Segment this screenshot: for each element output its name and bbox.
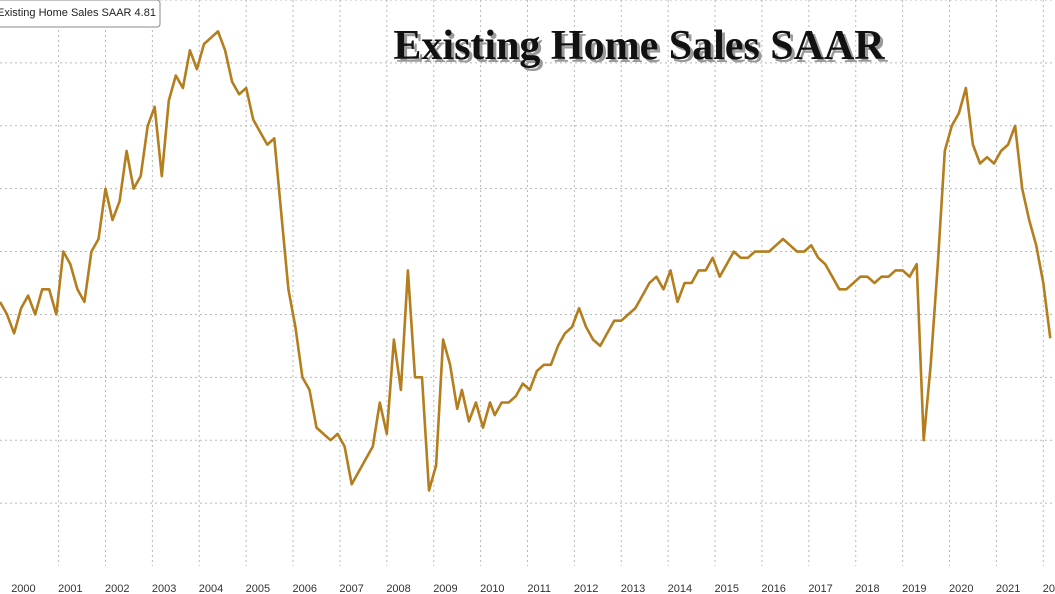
x-tick-label-2003: 2003: [152, 583, 176, 594]
x-tick-label-2000: 2000: [11, 583, 35, 594]
chart-title: Existing Home Sales SAAR: [393, 23, 885, 69]
x-tick-label-2004: 2004: [199, 583, 223, 594]
x-tick-label-2012: 2012: [574, 583, 598, 594]
x-tick-label-2015: 2015: [715, 583, 739, 594]
legend-box: [0, 0, 161, 28]
x-tick-label-2009: 2009: [433, 583, 457, 594]
x-tick-label-2010: 2010: [480, 583, 504, 594]
x-tick-label-2014: 2014: [668, 583, 692, 594]
x-tick-label-2018: 2018: [855, 583, 879, 594]
x-tick-label-2022: 2022: [1043, 583, 1055, 594]
x-tick-label-2020: 2020: [949, 583, 973, 594]
plot-area: [0, 30, 1052, 492]
x-tick-label-2013: 2013: [621, 583, 645, 594]
x-tick-label-2008: 2008: [386, 583, 410, 594]
x-tick-label-2005: 2005: [246, 583, 270, 594]
x-axis: 2000 2001 2002 2003 2004 2005 2006 2007 2008 2009…: [11, 583, 1055, 594]
legend: Existing Home Sales SAAR 4.81: [0, 0, 161, 28]
chart-title-shadow: Existing Home Sales SAAR: [396, 26, 888, 72]
legend-label: Existing Home Sales SAAR 4.81: [0, 7, 156, 19]
x-tick-label-2001: 2001: [58, 583, 82, 594]
x-tick-label-2007: 2007: [339, 583, 363, 594]
x-tick-label-2002: 2002: [105, 583, 129, 594]
x-tick-label-2017: 2017: [808, 583, 832, 594]
x-tick-label-2006: 2006: [293, 583, 317, 594]
chart-grid: [0, 0, 1055, 566]
x-tick-label-2016: 2016: [761, 583, 785, 594]
x-tick-label-2019: 2019: [902, 583, 926, 594]
x-tick-label-2011: 2011: [527, 583, 551, 594]
x-tick-label-2021: 2021: [996, 583, 1020, 594]
series-line-0: [0, 30, 1052, 492]
